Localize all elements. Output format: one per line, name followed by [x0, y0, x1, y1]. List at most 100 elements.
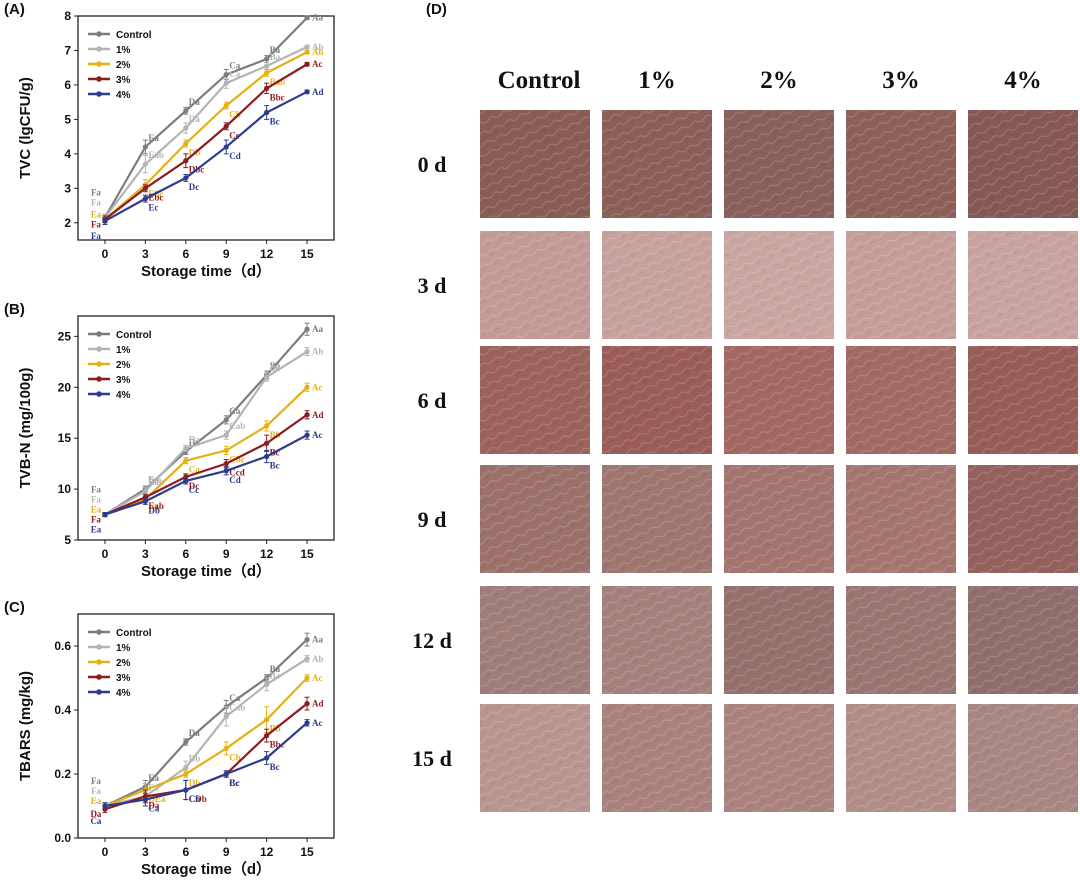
- legend-marker: [96, 76, 102, 82]
- y-tick-label: 4: [64, 147, 71, 161]
- data-point: [223, 144, 229, 150]
- significance-letter: Ba: [270, 363, 281, 373]
- significance-letter: Ca: [90, 816, 101, 826]
- series-line-3pct: [104, 63, 308, 221]
- meat-sample-texture: [724, 110, 834, 218]
- legend-marker: [96, 331, 102, 337]
- significance-letter: Da: [189, 437, 200, 447]
- data-point: [264, 63, 270, 69]
- legend-marker: [96, 376, 102, 382]
- significance-letter: Bb: [270, 430, 281, 440]
- meat-sample-texture: [480, 704, 590, 812]
- y-tick-label: 10: [58, 482, 72, 496]
- column-header-2pct: 2%: [760, 67, 798, 94]
- data-point: [304, 49, 310, 55]
- legend-label: Control: [116, 330, 152, 341]
- significance-letter: Cd: [229, 151, 241, 161]
- meat-sample-texture: [480, 586, 590, 694]
- significance-letter: Ca: [229, 61, 240, 71]
- meat-sample-texture: [602, 586, 712, 694]
- meat-sample-texture: [968, 704, 1078, 812]
- significance-letter: Ea: [148, 133, 159, 143]
- x-tick-label: 12: [260, 247, 274, 261]
- data-point: [142, 196, 148, 202]
- significance-letter: Cb: [229, 110, 241, 120]
- column-header-control: Control: [498, 67, 581, 94]
- meat-sample-texture: [846, 465, 956, 573]
- meat-sample-texture: [602, 231, 712, 339]
- data-point: [223, 432, 229, 438]
- data-point: [304, 89, 310, 95]
- significance-letter: Bc: [270, 116, 280, 126]
- y-axis-title: TBARS (mg/kg): [17, 671, 34, 781]
- x-tick-label: 9: [223, 547, 230, 561]
- legend-marker: [96, 659, 102, 665]
- series-line-2pct: [104, 386, 308, 516]
- legend-marker: [96, 31, 102, 37]
- legend-label: Control: [116, 628, 152, 639]
- y-tick-label: 0.4: [54, 703, 71, 717]
- significance-letter: Ab: [312, 347, 324, 357]
- plot-frame: [77, 315, 335, 541]
- column-header-3pct: 3%: [882, 67, 920, 94]
- series-line-2pct: [104, 677, 308, 808]
- data-point: [142, 161, 148, 167]
- data-point: [223, 103, 229, 109]
- legend-marker: [96, 61, 102, 67]
- data-point: [304, 349, 310, 355]
- x-axis-title: Storage time（d）: [141, 262, 271, 280]
- significance-letter: Ccd: [229, 468, 245, 478]
- meat-sample-texture: [968, 465, 1078, 573]
- meat-sample-texture: [602, 704, 712, 812]
- chart-tvc: (A) 0 3 6 9 12 15 2 3 4 5 6 7 8 Storage time（d） TVC (lg…: [4, 1, 335, 280]
- data-point: [304, 44, 310, 50]
- panel-label: (A): [4, 1, 25, 18]
- x-tick-label: 6: [182, 247, 189, 261]
- significance-letter: Cc: [189, 485, 200, 495]
- data-point: [183, 739, 189, 745]
- row-label-3-d: 3 d: [418, 273, 447, 298]
- legend-label: 4%: [116, 688, 131, 699]
- significance-letter: Da: [189, 728, 200, 738]
- legend-marker: [96, 674, 102, 680]
- legend-marker: [96, 46, 102, 52]
- meat-sample-texture: [846, 346, 956, 454]
- significance-letter: Eab: [148, 501, 164, 511]
- significance-letter: Da: [148, 800, 159, 810]
- y-tick-label: 5: [64, 112, 71, 126]
- y-axis-title: TVB-N (mg/100g): [17, 368, 34, 489]
- series-line-control: [104, 638, 308, 807]
- legend-label: 1%: [116, 45, 131, 56]
- significance-letter: Da: [189, 434, 200, 444]
- row-label-15-d: 15 d: [412, 746, 452, 771]
- x-tick-label: 6: [182, 845, 189, 859]
- significance-letter: Fa: [91, 198, 101, 208]
- data-point: [304, 637, 310, 643]
- significance-letter: Cc: [229, 130, 240, 140]
- significance-letter: Fa: [91, 219, 101, 229]
- series-line-1pct: [104, 350, 308, 516]
- x-tick-label: 3: [142, 247, 149, 261]
- legend-label: 4%: [116, 390, 131, 401]
- significance-letter: Ad: [312, 410, 324, 420]
- y-tick-label: 0.0: [54, 831, 71, 845]
- data-point: [264, 109, 270, 116]
- data-point: [264, 733, 270, 739]
- significance-letter: Db: [148, 505, 160, 515]
- data-point: [223, 71, 229, 78]
- significance-letter: Fa: [91, 231, 101, 241]
- y-tick-label: 8: [64, 9, 71, 23]
- panel-label: (D): [426, 1, 447, 18]
- meat-sample-texture: [724, 465, 834, 573]
- significance-letter: Aa: [312, 13, 323, 23]
- data-point: [142, 488, 148, 494]
- data-point: [183, 771, 189, 777]
- data-point: [223, 123, 229, 129]
- data-point: [304, 412, 310, 418]
- y-tick-label: 2: [64, 216, 71, 230]
- significance-letter: Ca: [229, 69, 240, 79]
- data-point: [223, 713, 229, 720]
- meat-sample-texture: [480, 110, 590, 218]
- significance-letter: Ac: [312, 382, 323, 392]
- significance-letter: Ad: [312, 699, 324, 709]
